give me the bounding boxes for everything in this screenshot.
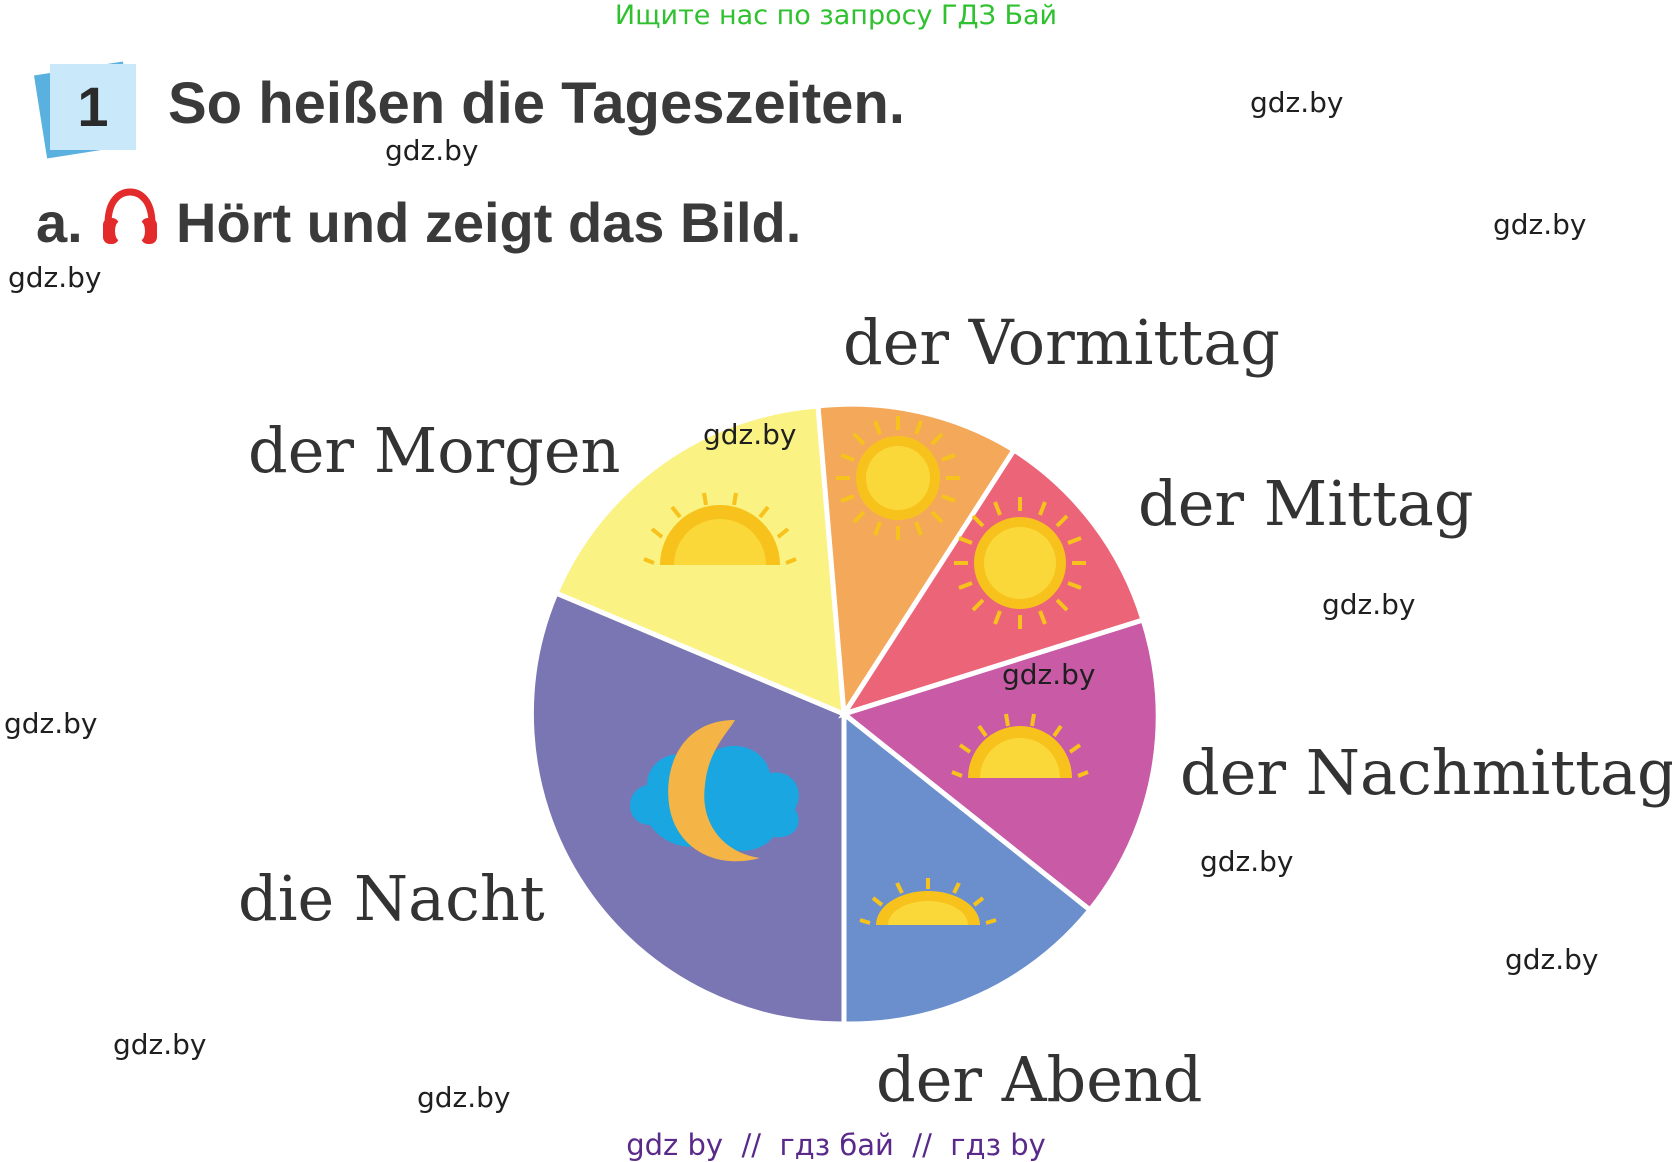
watermark: gdz.by (1002, 658, 1096, 691)
watermark: gdz.by (385, 134, 479, 167)
watermark: gdz.by (1200, 845, 1294, 878)
exercise-number-badge: 1 (33, 60, 150, 160)
label-morgen: der Morgen (248, 414, 621, 487)
label-abend: der Abend (876, 1043, 1203, 1116)
watermark: gdz.by (1493, 208, 1587, 241)
sun-icon (954, 497, 1086, 629)
task-instruction: Hört und zeigt das Bild. (176, 191, 802, 254)
watermark: gdz.by (703, 418, 797, 451)
footer-links: gdz by // гдз бай // гдз by (626, 1128, 1046, 1162)
label-vormittag: der Vormittag (843, 306, 1280, 379)
label-nacht: die Nacht (238, 862, 545, 935)
sun-icon (859, 878, 997, 925)
task-letter: a. (36, 191, 83, 254)
badge-front-shape (50, 64, 136, 150)
watermark: gdz.by (1250, 86, 1344, 119)
moon-icon (668, 720, 760, 862)
label-nachmittag: der Nachmittag (1180, 736, 1672, 809)
times-of-day-pie (528, 401, 1161, 1027)
label-mittag: der Mittag (1138, 467, 1474, 540)
watermark: gdz.by (1322, 588, 1416, 621)
watermark: gdz.by (113, 1028, 207, 1061)
exercise-title: So heißen die Tageszeiten. (168, 71, 905, 136)
top-banner: Ищите нас по запросу ГДЗ Бай (614, 0, 1058, 31)
segment-abend (841, 708, 1094, 1027)
sun-icon (836, 416, 960, 540)
sun-icon (643, 492, 797, 565)
sun-icon (951, 713, 1089, 778)
exercise-number: 1 (77, 75, 109, 138)
watermark: gdz.by (1505, 943, 1599, 976)
watermark: gdz.by (8, 261, 102, 294)
headphones-icon (103, 188, 157, 244)
watermark: gdz.by (417, 1081, 511, 1114)
watermark: gdz.by (4, 707, 98, 740)
